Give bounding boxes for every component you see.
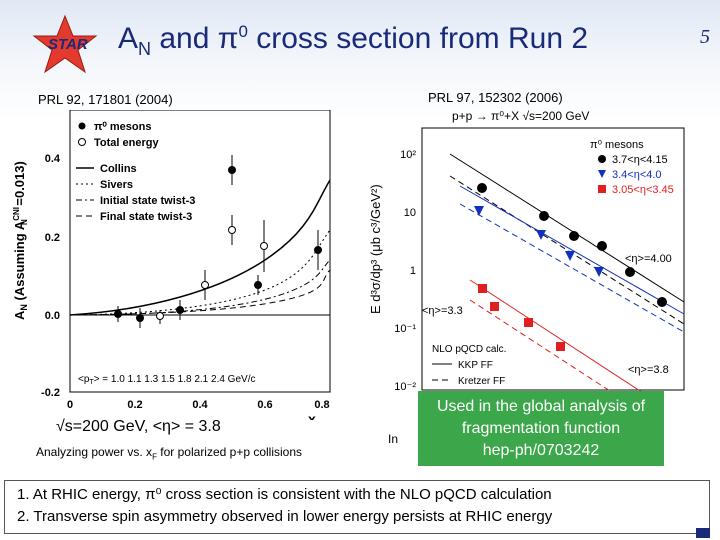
nlo-curve	[449, 153, 685, 303]
note-line: hep-ph/0703242	[482, 442, 600, 459]
legend-title: π⁰ mesons	[590, 139, 644, 151]
data-point	[228, 226, 236, 234]
conclusions-box: 1. At RHIC energy, π⁰ cross section is c…	[4, 480, 710, 534]
nlo-curve	[469, 299, 631, 404]
data-point	[228, 166, 236, 174]
legend-marker	[598, 185, 606, 193]
plot-frame	[421, 127, 685, 391]
note-line: Used in the global analysis of	[436, 398, 646, 415]
y-tick: 10⁻²	[394, 381, 416, 393]
nlo-curve	[459, 185, 685, 315]
x-tick: 0.8	[314, 399, 329, 411]
legend-marker	[598, 170, 606, 178]
legend-final: Final state twist-3	[100, 211, 192, 223]
legend-sivers: Sivers	[100, 179, 133, 191]
data-point	[597, 241, 607, 251]
data-point	[490, 302, 499, 311]
nlo-curve	[459, 203, 685, 333]
left-caption-small: Analyzing power vs. xF for polarized p+p…	[36, 445, 303, 462]
legend-marker	[78, 138, 86, 146]
data-point	[477, 183, 487, 193]
eta-label: <η>=3.3	[422, 305, 463, 317]
data-point	[114, 310, 122, 318]
data-point	[314, 246, 322, 254]
note-line: fragmentation function	[461, 420, 621, 437]
data-point	[657, 297, 667, 307]
y-tick: 1	[410, 265, 416, 277]
data-point	[176, 306, 184, 314]
data-point	[539, 211, 549, 221]
x-tick: 0.2	[127, 399, 142, 411]
slide-number: 5	[700, 26, 710, 48]
eta-label: <η>=3.8	[628, 364, 669, 376]
y-tick: 10	[404, 207, 416, 219]
legend-collins: Collins	[100, 163, 137, 175]
conclusion-item: 2. Transverse spin asymmetry observed in…	[17, 508, 553, 525]
y-tick: 0.4	[45, 153, 61, 165]
nlo-title: NLO pQCD calc.	[432, 344, 506, 355]
initial-twist3-curve	[69, 259, 331, 316]
asymmetry-plot: AN (Assuming ACNIN =0.013) -0.2 0.0 0.2 …	[12, 110, 331, 420]
nlo-curve	[449, 175, 685, 325]
x-tick: 0.6	[257, 399, 272, 411]
y-tick: 10²	[400, 149, 416, 161]
logo-text: STAR	[48, 36, 88, 53]
pt-row: <pT> = 1.0 1.1 1.3 1.5 1.8 2.1 2.4 GeV/c	[78, 374, 255, 386]
page-title: AN and π0 cross section from Run 2	[118, 22, 589, 59]
legend-pi0: π⁰ mesons	[94, 121, 151, 133]
y-tick: 10⁻¹	[394, 323, 416, 335]
left-reference: PRL 92, 171801 (2004)	[38, 92, 173, 107]
y-axis-label: AN (Assuming ACNIN =0.013)	[12, 161, 29, 320]
data-point	[136, 314, 144, 322]
plot-frame	[69, 110, 331, 393]
data-point	[524, 318, 533, 327]
nlo-item: KKP FF	[458, 360, 493, 371]
corner-tab	[696, 528, 710, 538]
data-point	[625, 267, 635, 277]
data-point	[201, 281, 209, 289]
data-point	[536, 230, 546, 240]
data-point	[478, 284, 487, 293]
y-tick: -0.2	[41, 387, 60, 399]
nlo-item: Kretzer FF	[458, 376, 505, 387]
y-tick: 0.0	[45, 310, 60, 322]
x-tick: 0.4	[192, 399, 208, 411]
sivers-curve	[69, 229, 331, 316]
data-points	[114, 155, 322, 328]
legend-marker	[78, 122, 86, 130]
collins-curve	[69, 179, 331, 316]
process-label: p+p → π⁰+X √s=200 GeV	[452, 109, 589, 123]
star-logo: STAR	[30, 14, 100, 74]
data-point	[254, 281, 262, 289]
y-tick: 0.2	[45, 232, 60, 244]
left-caption: √s=200 GeV, <η> = 3.8	[56, 418, 221, 435]
data-point	[594, 267, 604, 277]
cross-section-plot: E d³σ/dp³ (μb c³/GeV²) p+p → π⁰+X √s=200…	[368, 109, 685, 404]
legend-total: Total energy	[94, 137, 159, 149]
right-reference: PRL 97, 152302 (2006)	[428, 90, 563, 105]
legend-item: 3.7<η<4.15	[612, 154, 668, 166]
star-icon	[32, 14, 98, 74]
data-point	[474, 206, 484, 216]
legend-item: 3.4<η<4.0	[612, 169, 662, 181]
conclusion-item: 1. At RHIC energy, π⁰ cross section is c…	[17, 486, 552, 503]
eta-label: <η>=4.00	[625, 253, 672, 265]
x-tick: 0	[67, 399, 73, 411]
legend-item: 3.05<η<3.45	[612, 184, 674, 196]
x-axis-label: xF	[308, 411, 322, 420]
data-point	[565, 251, 575, 261]
legend-marker	[598, 155, 606, 163]
y-axis-label: E d³σ/dp³ (μb c³/GeV²)	[368, 184, 383, 314]
data-point	[556, 342, 565, 351]
data-point	[260, 242, 268, 250]
data-point	[569, 231, 579, 241]
partial-label: In	[388, 432, 399, 446]
legend-initial: Initial state twist-3	[100, 195, 195, 207]
global-analysis-note: Used in the global analysis of fragmenta…	[418, 391, 664, 466]
data-point	[156, 312, 164, 320]
